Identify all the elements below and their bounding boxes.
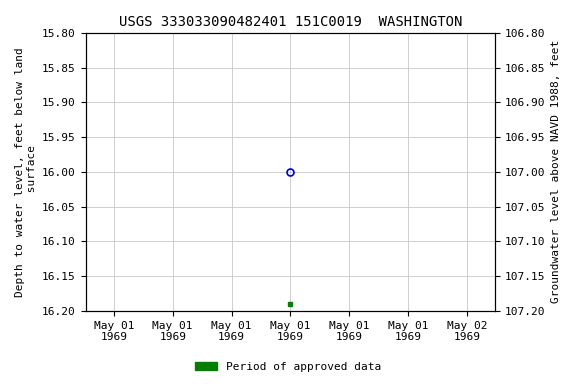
Y-axis label: Depth to water level, feet below land
 surface: Depth to water level, feet below land su… — [15, 47, 37, 297]
Title: USGS 333033090482401 151C0019  WASHINGTON: USGS 333033090482401 151C0019 WASHINGTON — [119, 15, 462, 29]
Y-axis label: Groundwater level above NAVD 1988, feet: Groundwater level above NAVD 1988, feet — [551, 40, 561, 303]
Legend: Period of approved data: Period of approved data — [191, 358, 385, 377]
